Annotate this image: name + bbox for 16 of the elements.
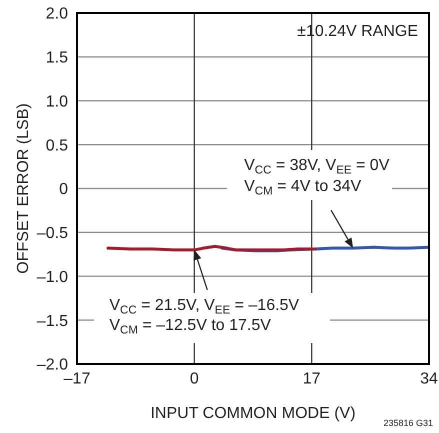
- y-tick-label: –1.5: [36, 312, 68, 330]
- x-tick-label: 17: [302, 370, 321, 388]
- text: V$_{CC}$ = 21.5V, V$_{EE}$ = –16.5V V$_{CM}$ = –12.5V to 17.5V: [109, 296, 300, 336]
- y-tick-label: 0.5: [46, 137, 68, 154]
- text: 235816 G31: [383, 418, 433, 429]
- x-tick-label: 0: [190, 370, 199, 388]
- y-axis-title: OFFSET ERROR (LSB): [15, 103, 32, 274]
- y-tick-label: –0.5: [36, 225, 68, 242]
- x-axis-title: INPUT COMMON MODE (V): [150, 405, 356, 422]
- y-tick-label: 2.0: [46, 6, 68, 23]
- y-tick-label: 0: [59, 181, 68, 198]
- x-tick-label: 34: [420, 370, 438, 388]
- y-tick-label: –1.0: [36, 268, 68, 286]
- text: V$_{CC}$ = 38V, V$_{EE}$ = 0V V$_{CM}$ = 4V to 34V: [244, 157, 390, 198]
- y-tick-label: 1.0: [46, 93, 68, 110]
- y-tick-label: 1.5: [46, 50, 68, 67]
